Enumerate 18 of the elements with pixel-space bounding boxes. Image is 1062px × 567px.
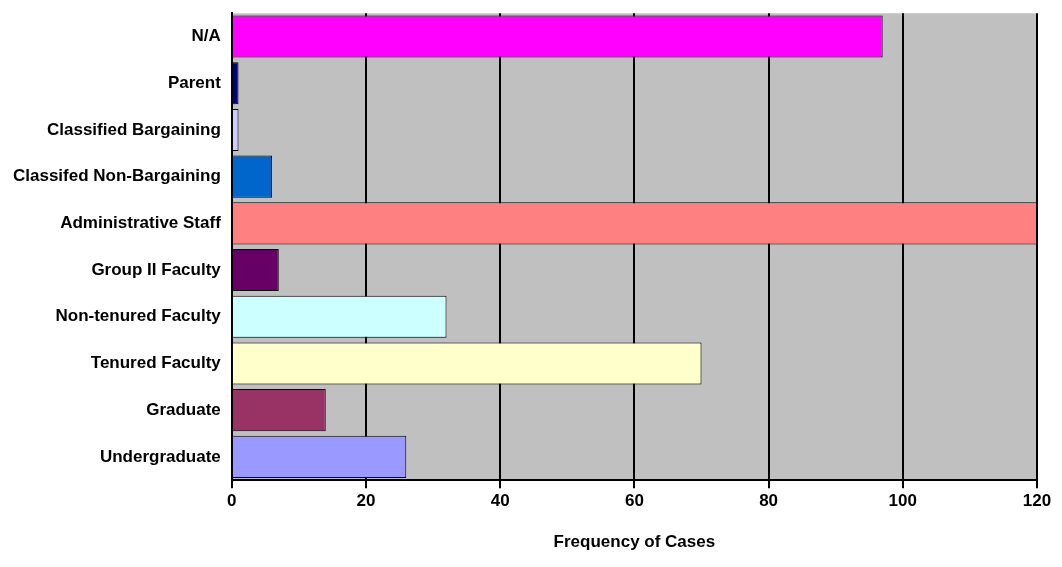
y-tick-label: Classifed Non-Bargaining — [12, 166, 221, 186]
x-tick-label: 120 — [1022, 491, 1052, 511]
x-tick-label: 0 — [227, 491, 237, 511]
y-tick-label: Group II Faculty — [91, 259, 222, 279]
x-tick-label: 40 — [490, 491, 510, 511]
x-tick-label: 100 — [888, 491, 917, 511]
y-tick-label: Classified Bargaining — [46, 119, 221, 139]
x-tick-label: 20 — [356, 491, 376, 511]
x-tick-label: 80 — [759, 491, 779, 511]
y-tick-label: Non-tenured Faculty — [55, 306, 222, 326]
y-tick-label: Tenured Faculty — [90, 353, 222, 373]
y-tick-label: Parent — [167, 72, 222, 92]
y-tick-label: Undergraduate — [99, 446, 221, 466]
x-axis-title: Frequency of Cases — [553, 532, 716, 552]
y-tick-label: Administrative Staff — [60, 213, 222, 233]
y-tick-label: N/A — [191, 26, 221, 46]
y-tick-label: Graduate — [146, 399, 221, 419]
x-tick-label: 60 — [624, 491, 644, 511]
